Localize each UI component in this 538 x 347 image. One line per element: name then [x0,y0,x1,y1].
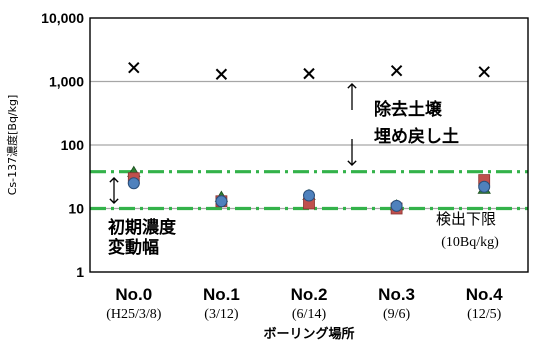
cross-marker [128,61,140,74]
x-tick-label: No.1 [203,285,240,304]
refill-soil-label: 埋め戻し土 [374,126,459,147]
circle-marker [215,195,228,208]
y-tick-label: 1 [76,264,84,280]
cross-marker [478,66,490,78]
circle-marker [390,199,403,212]
plot-area [89,17,529,273]
y-tick-label: 10,000 [41,10,84,26]
removal-soil-label: 除去土壌 [374,99,443,120]
x-tick-sublabel: (3/12) [204,307,239,322]
cross-marker [215,68,228,80]
y-tick-label: 100 [61,137,85,153]
x-tick-label: No.2 [291,285,328,304]
detection-limit-label-1: 検出下限 [436,210,496,228]
x-axis-label: ボーリング場所 [263,326,354,342]
annotations: 除去土壌 埋め戻し土 初期濃度 変動幅 検出下限 (10Bq/kg) [108,83,499,258]
x-tick-sublabel: (12/5) [467,307,502,322]
circle-marker [127,177,140,190]
cross-marker [390,64,403,77]
initial-range-label-1: 初期濃度 [108,217,177,238]
x-tick-label: No.0 [115,285,152,304]
initial-range-label-2: 変動幅 [108,237,159,258]
x-tick-label: No.3 [378,285,415,304]
detection-limit-label-2: (10Bq/kg) [441,235,499,250]
circle-marker [478,180,491,193]
y-tick-label: 1,000 [49,74,84,90]
x-tick-label: No.4 [466,285,503,304]
markers [127,61,491,215]
y-axis-label: Cs-137濃度[Bq/kg] [5,95,19,196]
y-tick-label: 10 [68,201,84,217]
cross-marker [303,67,315,80]
y-ticks: 1 10 100 1,000 10,000 [41,10,84,280]
x-tick-sublabel: (6/14) [292,307,327,322]
x-tick-sublabel: (9/6) [383,307,411,322]
x-tick-sublabel: (H25/3/8) [106,307,162,322]
x-ticks: No.0 (H25/3/8) No.1 (3/12) No.2 (6/14) No.3 (9/… [106,285,503,322]
circle-marker [303,189,315,202]
